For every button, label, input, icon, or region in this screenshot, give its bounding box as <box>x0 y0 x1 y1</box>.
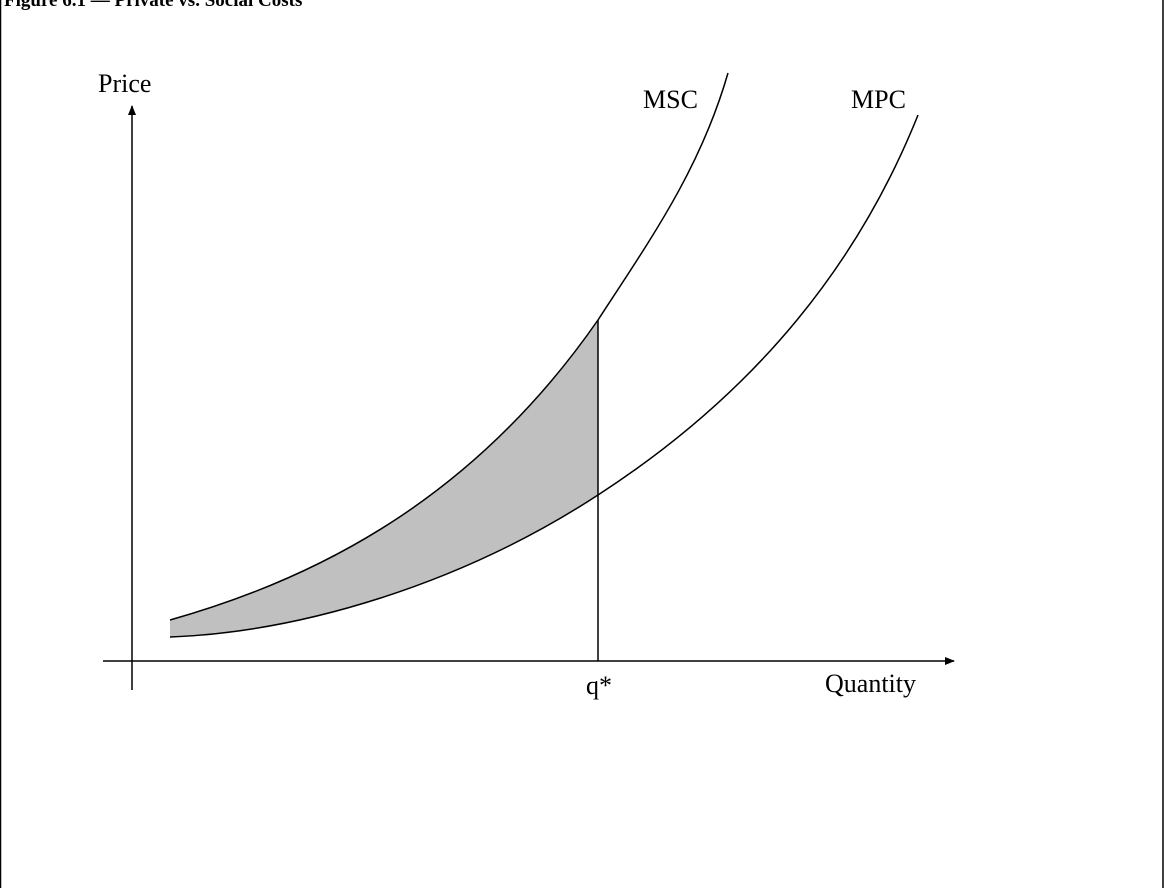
y-axis-label: Price <box>98 69 151 98</box>
q-star-label: q* <box>586 671 612 700</box>
msc-curve-label: MSC <box>643 85 698 114</box>
mpc-curve <box>169 114 919 638</box>
mpc-curve-label: MPC <box>851 85 906 114</box>
x-axis-label: Quantity <box>825 669 916 698</box>
msc-curve <box>169 72 729 621</box>
figure-title: Figure 6.1 — Private vs. Social Costs <box>4 0 303 11</box>
external-cost-shaded-area <box>170 320 598 637</box>
